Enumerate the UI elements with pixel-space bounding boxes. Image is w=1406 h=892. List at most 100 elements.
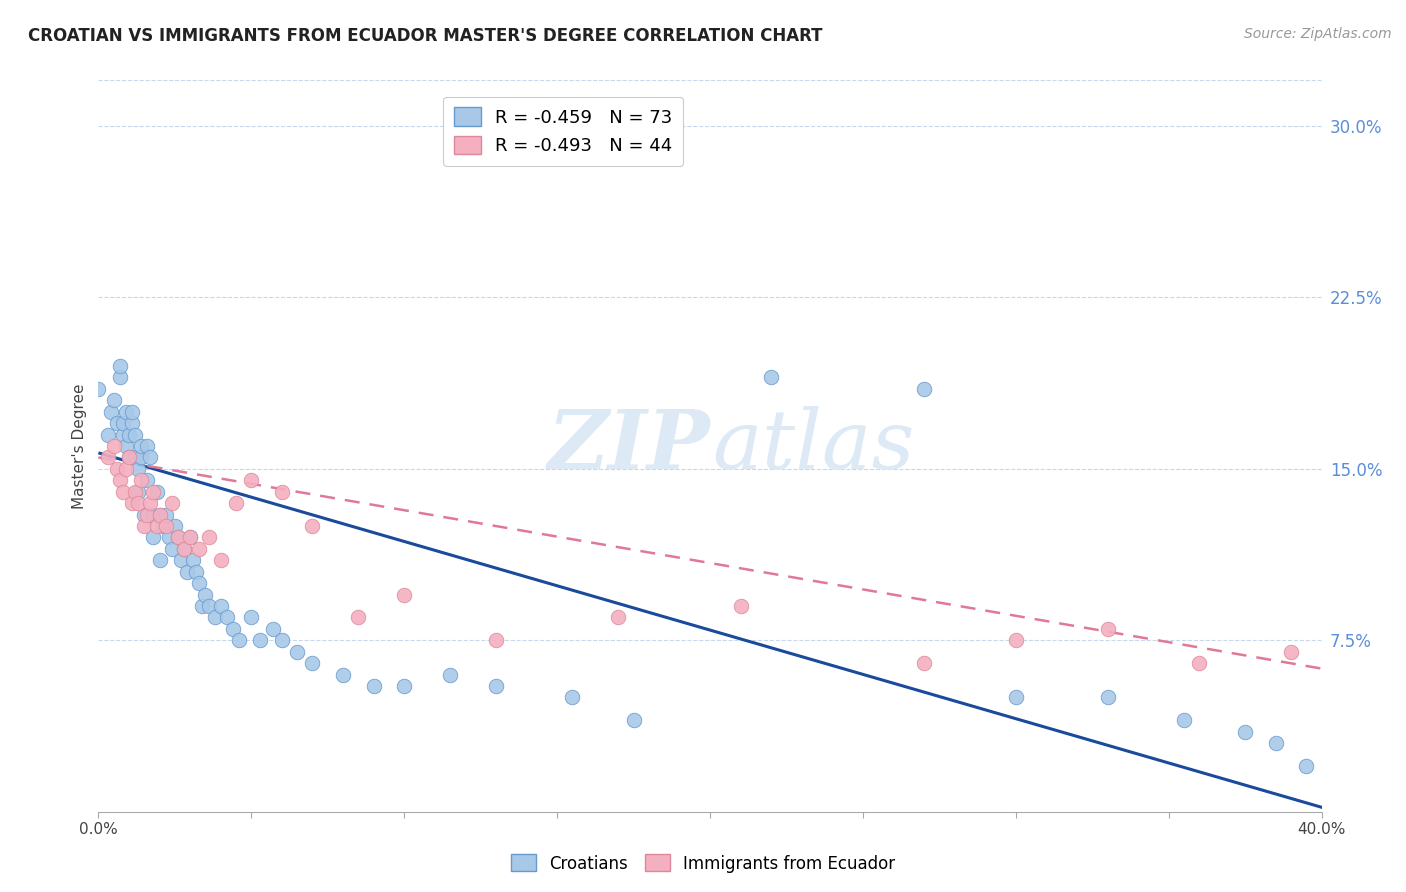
Point [149,508,172,522]
Point [392,679,416,693]
Point [108,473,131,487]
Point [730,599,752,613]
Point [136,439,159,453]
Point [363,679,385,693]
Point [145,519,167,533]
Point [155,508,177,522]
Point [173,541,195,556]
Point [155,519,177,533]
Point [115,439,138,453]
Legend: Croatians, Immigrants from Ecuador: Croatians, Immigrants from Ecuador [505,847,901,880]
Point [179,530,201,544]
Point [105,462,128,476]
Point [134,519,156,533]
Point [134,508,156,522]
Legend: R = -0.459   N = 73, R = -0.493   N = 44: R = -0.459 N = 73, R = -0.493 N = 44 [443,96,683,166]
Point [127,496,149,510]
Point [121,416,143,430]
Point [124,450,146,465]
Point [124,427,146,442]
Point [215,610,238,624]
Point [108,370,131,384]
Point [204,610,226,624]
Point [301,656,323,670]
Point [191,599,214,613]
Point [347,610,370,624]
Point [115,405,138,419]
Y-axis label: Master's Degree: Master's Degree [72,384,87,508]
Point [262,622,284,636]
Text: ZIP: ZIP [547,406,710,486]
Point [87,382,110,396]
Point [145,484,167,499]
Point [228,633,250,648]
Point [1279,645,1302,659]
Point [1371,599,1393,613]
Point [142,508,165,522]
Point [142,530,165,544]
Point [485,633,508,648]
Point [607,610,630,624]
Point [485,679,508,693]
Point [240,473,263,487]
Point [1234,724,1257,739]
Point [181,553,204,567]
Point [121,405,143,419]
Point [121,496,143,510]
Point [124,484,146,499]
Point [118,450,141,465]
Point [152,519,174,533]
Point [111,484,134,499]
Point [127,462,149,476]
Point [129,473,152,487]
Point [285,645,308,659]
Point [1004,633,1026,648]
Point [105,416,128,430]
Point [1402,656,1406,670]
Point [197,599,219,613]
Point [111,427,134,442]
Point [103,439,125,453]
Point [129,439,152,453]
Point [97,427,120,442]
Point [179,530,201,544]
Point [100,405,122,419]
Text: Source: ZipAtlas.com: Source: ZipAtlas.com [1244,27,1392,41]
Point [1264,736,1286,750]
Point [912,656,935,670]
Point [103,393,125,408]
Point [1295,759,1317,773]
Point [209,599,232,613]
Point [249,633,271,648]
Point [115,462,138,476]
Point [912,382,935,396]
Point [439,667,461,681]
Point [142,484,165,499]
Point [167,530,190,544]
Point [139,450,162,465]
Point [1004,690,1026,705]
Point [108,359,131,373]
Point [225,496,247,510]
Point [209,553,232,567]
Point [188,576,211,591]
Point [1341,610,1364,624]
Point [139,496,162,510]
Point [136,508,159,522]
Point [270,484,292,499]
Point [167,530,190,544]
Point [270,633,292,648]
Point [118,427,141,442]
Point [1097,622,1119,636]
Point [197,530,219,544]
Point [149,508,172,522]
Text: atlas: atlas [713,406,915,486]
Point [240,610,263,624]
Point [129,450,152,465]
Point [149,553,172,567]
Point [186,565,208,579]
Point [136,473,159,487]
Point [157,530,180,544]
Point [332,667,354,681]
Point [1188,656,1211,670]
